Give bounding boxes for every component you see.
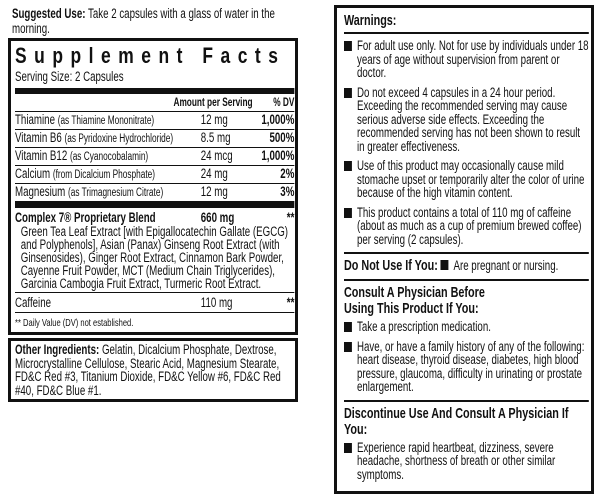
warning-item: Use of this product may occasionally cau… (344, 159, 589, 200)
do-not-use-item: Are pregnant or nursing. (453, 258, 559, 273)
caffeine-amount: 110 mg (200, 295, 233, 310)
warning-item: For adult use only. Not for use by indiv… (344, 39, 589, 80)
warning-text: Have, or have a family history of any of… (356, 338, 585, 394)
nutrient-dv: 1,000% (261, 148, 295, 163)
warning-text: Experience rapid heartbeat, dizziness, s… (356, 439, 556, 482)
suggested-use: Suggested Use: Take 2 capsules with a gl… (12, 6, 296, 36)
bullet-square-icon (344, 207, 352, 218)
nutrient-amount: 24 mg (200, 166, 228, 181)
facts-header: Amount per Serving % DV (15, 96, 295, 112)
blend-ingredients: Green Tea Leaf Extract [with Epigallocat… (15, 225, 295, 293)
divider (15, 202, 295, 208)
warnings-title: Warnings: (344, 12, 589, 34)
warning-item: Take a prescription medication. (344, 320, 589, 334)
nutrient-name: Vitamin B12 (as Cyanocobalamin) (15, 148, 201, 165)
caffeine-dv: ** (286, 295, 295, 310)
nutrient-dv: 500% (269, 130, 295, 145)
warnings-panel: Warnings: For adult use only. Not for us… (334, 5, 594, 494)
do-not-use-label: Do Not Use If You: (344, 257, 438, 274)
nutrient-name: Magnesium (as Trimagnesium Citrate) (15, 184, 201, 201)
warning-text: For adult use only. Not for use by indiv… (356, 38, 589, 80)
warning-text: Use of this product may occasionally cau… (356, 158, 585, 200)
facts-title: Supplement Facts (15, 43, 286, 68)
caffeine-name: Caffeine (15, 295, 52, 310)
nutrient-source: (as Cyanocobalamin) (69, 151, 149, 163)
nutrient-source: (as Pyridoxine Hydrochloride) (64, 133, 174, 145)
warning-text: This product contains a total of 110 mg … (356, 204, 582, 247)
bullet-square-icon (344, 341, 352, 352)
nutrient-row: Thiamine (as Thiamine Mononitrate) 12 mg 1… (15, 112, 295, 130)
other-ingredients: Other Ingredients: Gelatin, Dicalcium Ph… (8, 338, 298, 402)
nutrient-row: Calcium (from Dicalcium Phosphate) 24 mg 2… (15, 166, 295, 184)
bullet-square-icon (344, 161, 352, 171)
nutrient-dv: 3% (280, 184, 295, 199)
bullet-square-icon (344, 442, 352, 453)
other-ingredients-text: Gelatin, Dicalcium Phosphate, Dextrose, … (15, 342, 281, 398)
warning-item: Have, or have a family history of any of… (344, 338, 589, 394)
nutrient-amount: 24 mcg (200, 148, 233, 163)
nutrient-amount: 12 mg (200, 112, 228, 127)
bullet-square-icon (344, 87, 352, 98)
blend-row: Complex 7® Proprietary Blend 660 mg ** (15, 210, 294, 225)
other-ingredients-label: Other Ingredients: (15, 342, 100, 357)
warning-item: Experience rapid heartbeat, dizziness, s… (344, 439, 589, 482)
nutrient-label: Vitamin B12 (15, 148, 68, 163)
nutrient-source: (from Dicalcium Phosphate) (52, 169, 155, 181)
nutrient-row: Vitamin B6 (as Pyridoxine Hydrochloride)… (15, 130, 295, 148)
bullet-square-icon (440, 260, 449, 270)
suggested-use-label: Suggested Use: (12, 6, 86, 21)
bullet-square-icon (344, 322, 352, 332)
warning-text: Take a prescription medication. (356, 319, 491, 334)
nutrient-source: (as Thiamine Mononitrate) (57, 115, 155, 127)
consult-section: Consult A Physician Before Using This Pr… (344, 279, 589, 394)
nutrient-label: Vitamin B6 (15, 130, 62, 145)
warning-item: Do not exceed 4 capsules in a 24 hour pe… (344, 84, 589, 154)
nutrient-dv: 1,000% (261, 112, 295, 127)
dv-header: % DV (273, 97, 295, 109)
caffeine-row: Caffeine 110 mg ** (15, 293, 295, 313)
suggested-use-text: Take 2 capsules with a glass of water in… (12, 6, 275, 36)
supplement-facts-panel: Supplement Facts Serving Size: 2 Capsule… (8, 38, 298, 335)
nutrient-dv: 2% (280, 166, 295, 181)
left-column: Supplement Facts Serving Size: 2 Capsule… (8, 38, 298, 402)
consult-title: Consult A Physician Before Using This Pr… (344, 284, 485, 317)
amount-header: Amount per Serving (173, 97, 253, 109)
nutrient-name: Vitamin B6 (as Pyridoxine Hydrochloride) (15, 130, 201, 147)
do-not-use-section: Do Not Use If You: Are pregnant or nursi… (344, 252, 589, 274)
nutrient-label: Thiamine (15, 112, 55, 127)
nutrient-amount: 8.5 mg (200, 130, 231, 145)
divider (15, 88, 295, 94)
discontinue-section: Discontinue Use And Consult A Physician … (344, 399, 589, 482)
nutrient-label: Magnesium (15, 184, 66, 199)
discontinue-title: Discontinue Use And Consult A Physician … (344, 404, 569, 438)
blend-amount: 660 mg (200, 210, 235, 225)
nutrient-name: Calcium (from Dicalcium Phosphate) (15, 166, 201, 183)
nutrient-row: Vitamin B12 (as Cyanocobalamin) 24 mcg 1,0… (15, 148, 295, 166)
nutrient-row: Magnesium (as Trimagnesium Citrate) 12 mg… (15, 184, 295, 202)
nutrient-amount: 12 mg (200, 184, 228, 199)
warning-item: This product contains a total of 110 mg … (344, 204, 589, 247)
serving-size: Serving Size: 2 Capsules (15, 69, 124, 84)
nutrient-name: Thiamine (as Thiamine Mononitrate) (15, 112, 201, 129)
blend-name: Complex 7® Proprietary Blend (15, 210, 156, 225)
warning-text: Do not exceed 4 capsules in a 24 hour pe… (356, 84, 581, 154)
bullet-square-icon (344, 41, 352, 51)
nutrient-source: (as Trimagnesium Citrate) (67, 187, 164, 199)
footnote: ** Daily Value (DV) not established. (15, 317, 134, 329)
nutrient-label: Calcium (15, 166, 51, 181)
blend-dv: ** (286, 210, 295, 225)
